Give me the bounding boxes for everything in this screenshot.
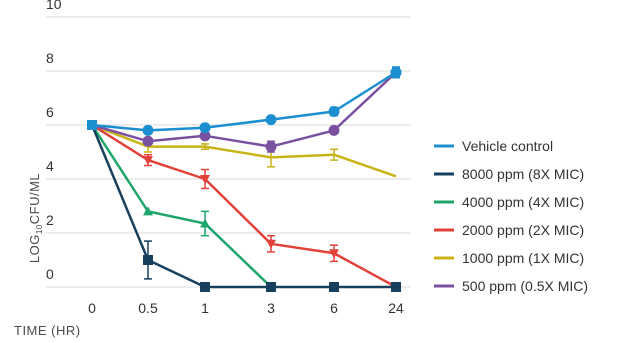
series-line xyxy=(90,124,272,288)
y-axis-label: LOG10CFU/ML xyxy=(27,173,44,263)
legend: Vehicle control 8000 ppm (8X MIC) 4000 ppm… xyxy=(434,138,588,294)
series-group xyxy=(87,66,402,292)
legend-label: 2000 ppm (2X MIC) xyxy=(462,222,584,238)
data-point xyxy=(87,120,97,130)
data-point xyxy=(329,282,339,292)
y-tick-label: 2 xyxy=(46,212,54,228)
x-tick-label: 6 xyxy=(330,300,338,316)
y-axis-label-prefix: LOG xyxy=(27,234,42,263)
series-line xyxy=(90,124,396,289)
legend-item: 2000 ppm (2X MIC) xyxy=(434,222,584,238)
data-point xyxy=(142,135,154,147)
y-axis-label-suffix: CFU/ML xyxy=(27,173,42,224)
y-tick-label: 10 xyxy=(46,0,62,12)
series-line xyxy=(91,71,397,132)
data-point xyxy=(199,122,211,134)
series-5 xyxy=(91,66,402,153)
data-point xyxy=(199,130,211,142)
legend-item: 8000 ppm (8X MIC) xyxy=(434,166,584,182)
x-tick-labels: 0 0.5 1 3 6 24 xyxy=(88,300,404,316)
legend-label: 4000 ppm (4X MIC) xyxy=(462,194,584,210)
y-axis-label-subscript: 10 xyxy=(35,224,44,234)
data-point xyxy=(266,239,276,249)
y-tick-label: 0 xyxy=(46,266,54,282)
x-tick-label: 0 xyxy=(88,300,96,316)
series-1 xyxy=(90,124,401,292)
data-point xyxy=(143,206,153,216)
data-point xyxy=(265,114,277,126)
legend-label: 8000 ppm (8X MIC) xyxy=(462,166,584,182)
series-line xyxy=(91,123,397,289)
data-point xyxy=(142,124,154,136)
series-4 xyxy=(91,123,397,178)
legend-item: Vehicle control xyxy=(434,138,553,154)
legend-item: 1000 ppm (1X MIC) xyxy=(434,250,584,266)
x-tick-label: 3 xyxy=(267,300,275,316)
y-tick-labels: 0 2 4 6 8 10 xyxy=(46,0,62,282)
series-line xyxy=(91,71,397,148)
x-tick-label: 24 xyxy=(388,300,404,316)
data-point xyxy=(391,282,401,292)
data-point xyxy=(329,249,339,259)
data-point xyxy=(266,282,276,292)
legend-label: 500 ppm (0.5X MIC) xyxy=(462,278,588,294)
legend-item: 500 ppm (0.5X MIC) xyxy=(434,278,588,294)
data-point xyxy=(200,218,210,228)
data-point xyxy=(200,175,210,184)
x-tick-label: 1 xyxy=(201,300,209,316)
data-point xyxy=(265,141,277,153)
data-point xyxy=(143,255,153,265)
x-axis-label: TIME (HR) xyxy=(14,323,81,338)
legend-item: 4000 ppm (4X MIC) xyxy=(434,194,584,210)
legend-label: Vehicle control xyxy=(462,138,553,154)
series-0 xyxy=(87,66,402,136)
legend-label: 1000 ppm (1X MIC) xyxy=(462,250,584,266)
series-2 xyxy=(90,124,276,291)
data-point xyxy=(328,124,340,136)
data-point xyxy=(328,106,340,117)
x-tick-label: 0.5 xyxy=(138,300,158,316)
data-point xyxy=(143,156,153,166)
y-tick-label: 4 xyxy=(46,158,54,174)
y-tick-label: 6 xyxy=(46,104,54,120)
data-point xyxy=(200,282,210,292)
series-line xyxy=(91,123,397,178)
data-point xyxy=(390,66,402,78)
y-tick-label: 8 xyxy=(46,50,54,66)
series-3 xyxy=(91,123,401,292)
